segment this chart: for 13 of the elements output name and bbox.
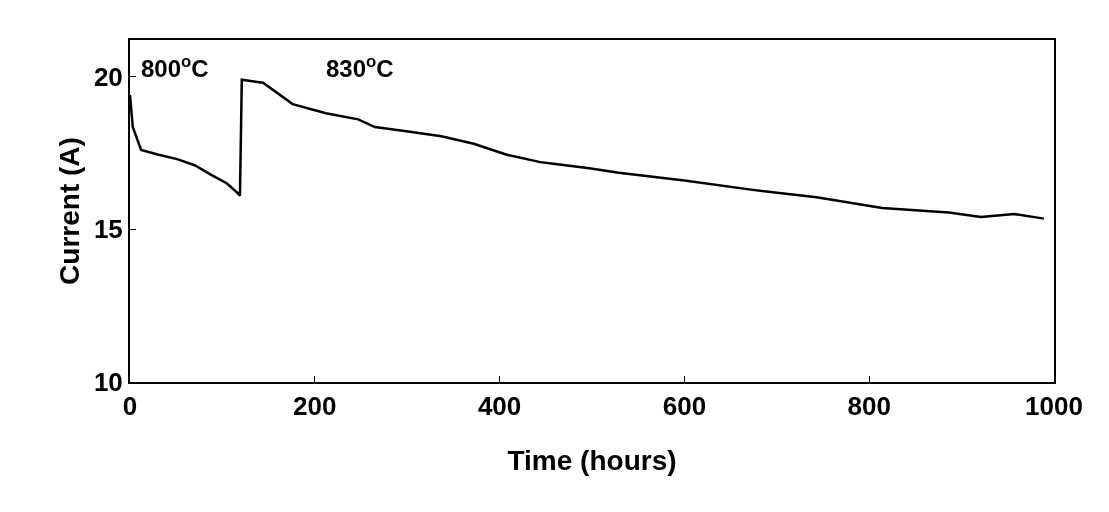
x-axis-title: Time (hours)	[507, 444, 677, 476]
y-tick-label: 10	[93, 367, 123, 398]
x-tick-label: 1000	[1025, 391, 1083, 422]
x-tick-label: 600	[662, 391, 707, 422]
x-tick-label: 800	[847, 391, 891, 422]
x-tick-label: 0	[122, 391, 138, 422]
annotation: 830$^{o}$C	[326, 52, 394, 83]
x-tick-label: 400	[477, 391, 522, 422]
annotation: 800$^{o}$C	[141, 52, 209, 83]
y-tick-label: 15	[93, 214, 123, 245]
y-axis-title: Current (A)	[54, 137, 86, 285]
x-tick-label: 200	[293, 391, 337, 422]
y-tick-label: 20	[93, 61, 123, 92]
